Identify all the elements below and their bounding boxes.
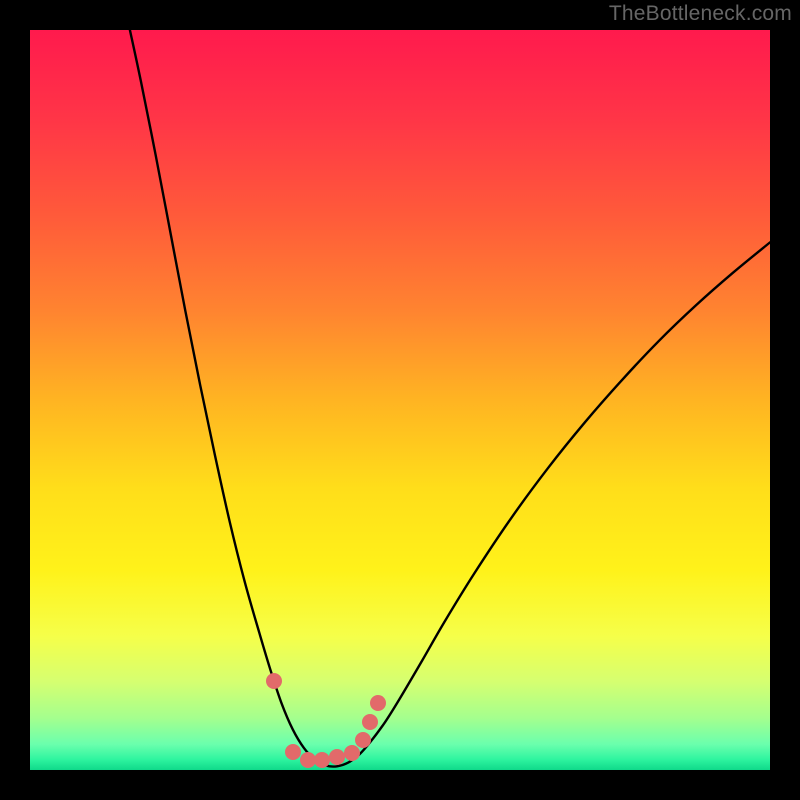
watermark-text: TheBottleneck.com (609, 2, 792, 26)
bottleneck-curve (30, 30, 770, 770)
data-marker (344, 745, 360, 761)
data-marker (266, 673, 282, 689)
data-marker (355, 732, 371, 748)
curve-path (130, 30, 770, 767)
data-marker (314, 752, 330, 768)
data-marker (329, 749, 345, 765)
chart-stage: TheBottleneck.com (0, 0, 800, 800)
data-marker (300, 752, 316, 768)
data-marker (370, 695, 386, 711)
plot-area (30, 30, 770, 770)
data-marker (362, 714, 378, 730)
data-marker (285, 744, 301, 760)
